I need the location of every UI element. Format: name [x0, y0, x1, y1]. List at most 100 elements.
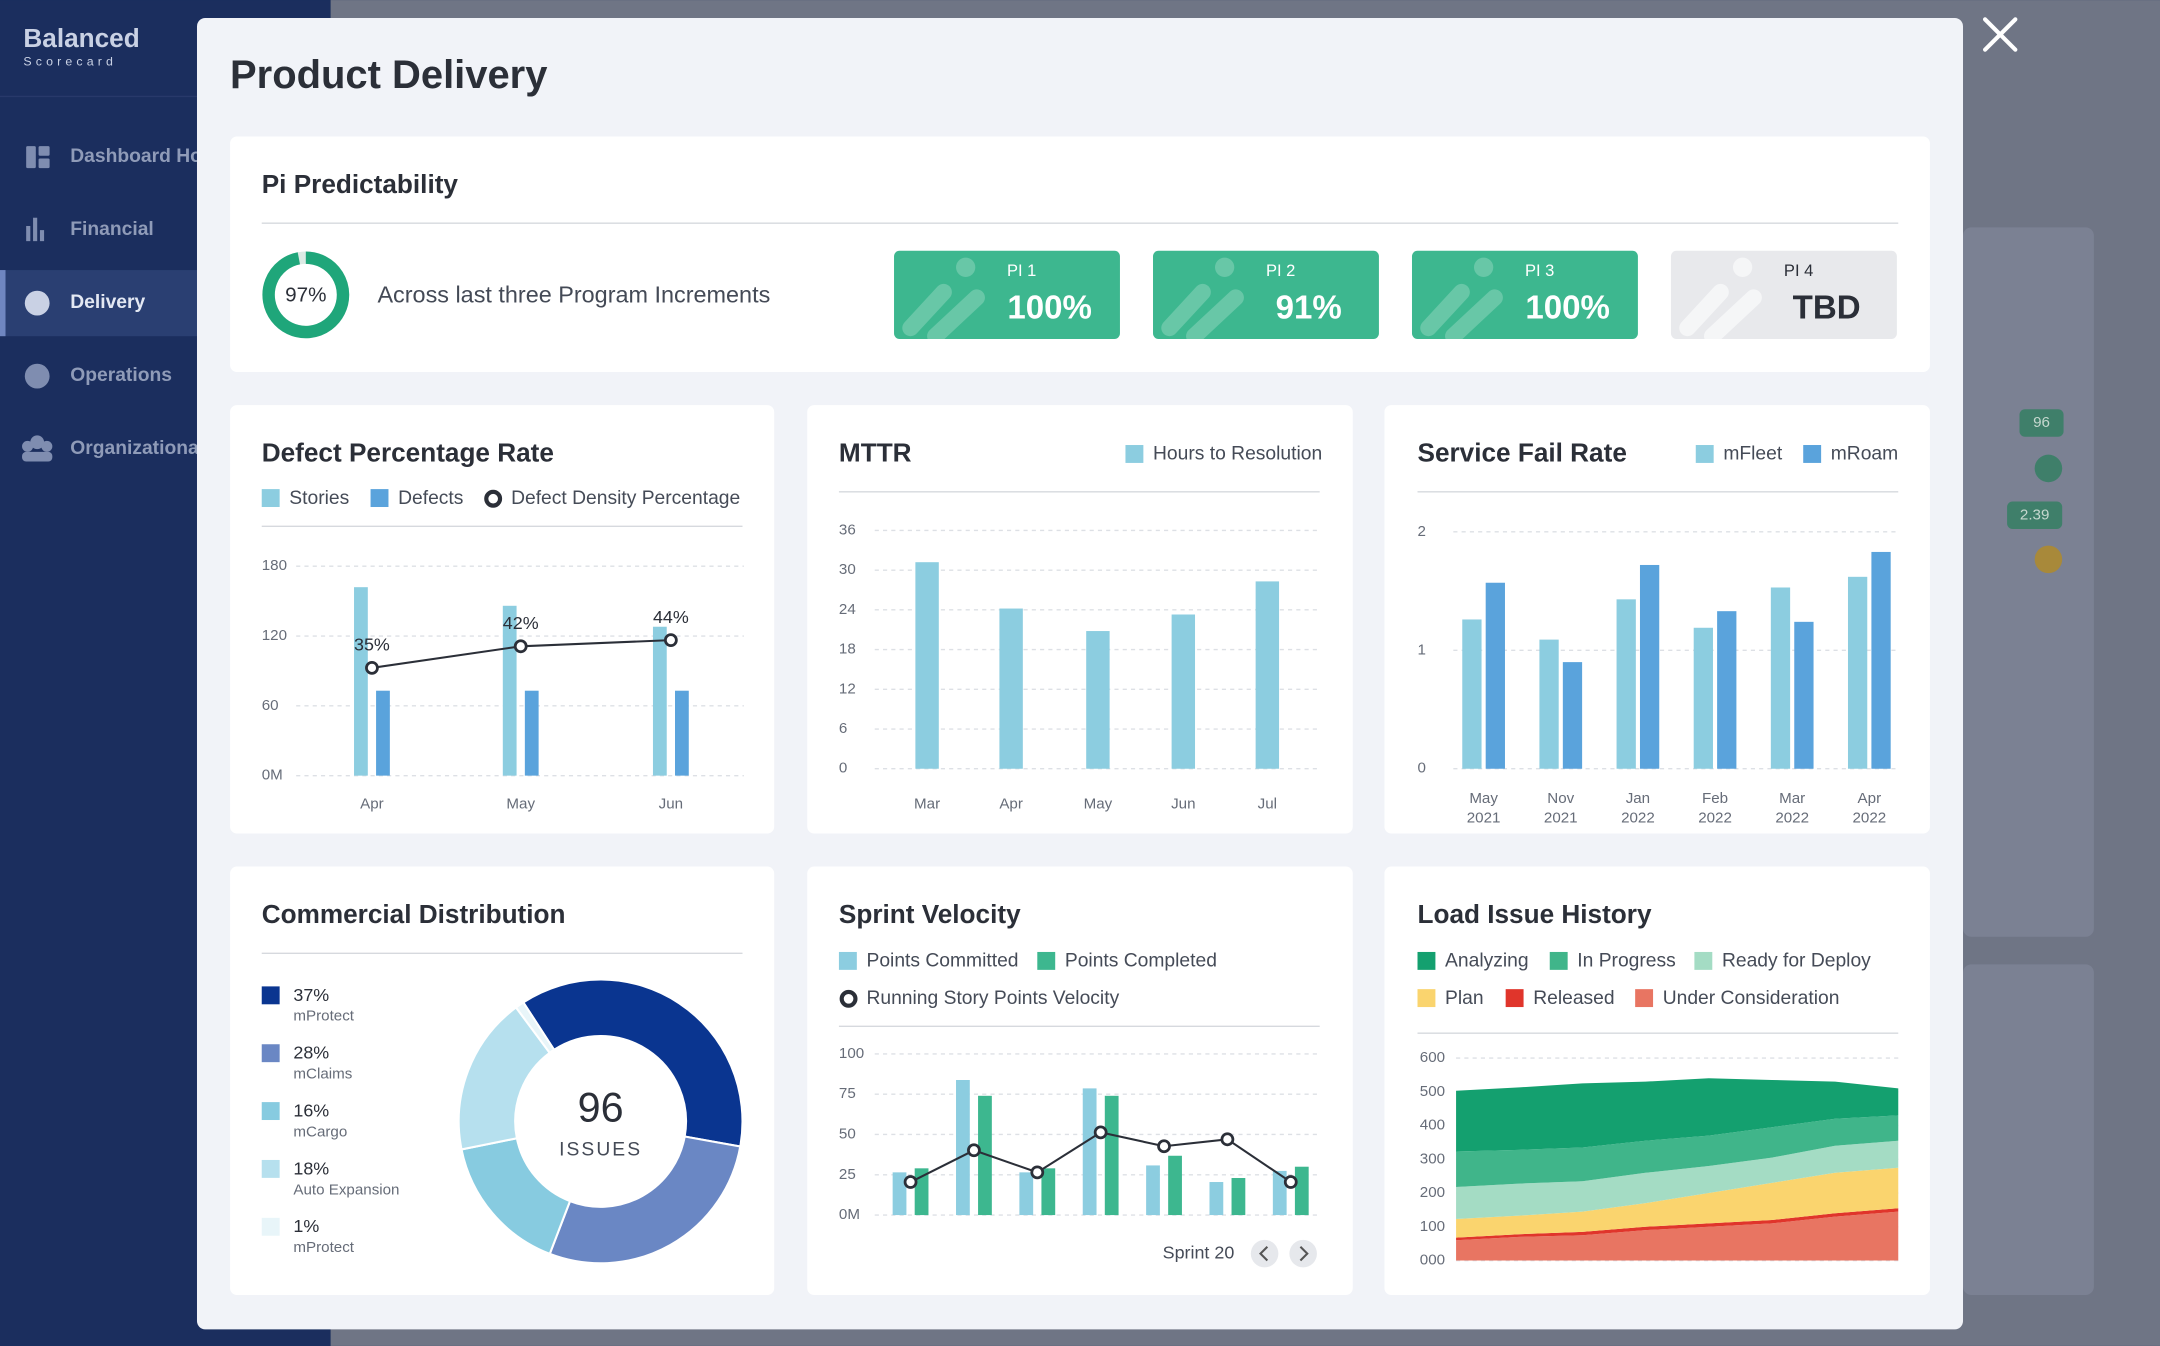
legend-swatch [838, 951, 857, 970]
pi-card-deco [1420, 257, 1503, 345]
legend-label: Auto Expansion [293, 1181, 399, 1198]
y-tick-label: 500 [1420, 1083, 1445, 1100]
legend-label: Analyzing [1445, 951, 1529, 972]
bar [915, 562, 939, 769]
line-point [513, 639, 528, 654]
line-point [1220, 1132, 1235, 1147]
next-sprint-button[interactable] [1289, 1239, 1317, 1268]
legend-label: Plan [1445, 988, 1484, 1009]
x-tick-label: Jun [1171, 796, 1195, 813]
bar [1082, 1088, 1097, 1216]
legend-label: mRoam [1831, 444, 1898, 465]
y-tick-label: 18 [839, 641, 856, 658]
legend-swatch [1694, 951, 1713, 970]
bar [1294, 1166, 1309, 1216]
bar [978, 1095, 992, 1216]
prev-sprint-button[interactable] [1250, 1239, 1279, 1268]
deco [956, 257, 976, 277]
bar [524, 690, 539, 776]
y-tick-label: 30 [839, 561, 856, 578]
bar [1462, 619, 1482, 769]
pi-card-deco [902, 257, 985, 345]
bar [1639, 564, 1660, 769]
card [807, 405, 1353, 834]
legend-swatch [1505, 989, 1524, 1008]
pi-card-value: 91% [1276, 290, 1342, 327]
bar [1485, 582, 1505, 769]
legend-swatch [261, 1044, 280, 1063]
legend-swatch [1417, 989, 1436, 1008]
legend-label: Points Committed [866, 951, 1018, 972]
ring-arc [262, 251, 350, 339]
y-tick-label: 0M [839, 1206, 860, 1223]
chart-title: Load Issue History [1418, 899, 1652, 929]
pi-card-deco [1679, 257, 1762, 345]
x-tick-label: Apr [999, 796, 1023, 813]
bar [1209, 1182, 1224, 1216]
y-tick-label: 0M [262, 767, 283, 784]
nav-item: Financial [70, 219, 154, 240]
bar [1168, 1155, 1182, 1216]
pi-card-value: TBD [1793, 290, 1861, 327]
legend-swatch [1695, 445, 1714, 463]
x-tick-label: May [1084, 796, 1113, 813]
x-tick-label: Feb 2022 [1698, 790, 1732, 826]
x-tick-label: May [506, 796, 535, 813]
y-tick-label: 0 [839, 760, 847, 777]
nav: Dashboard Ho Financial Delivery Operations O… [70, 146, 202, 459]
y-tick-label: 200 [1420, 1184, 1445, 1201]
bg-down-icon [2034, 545, 2063, 574]
area [1456, 1211, 1899, 1261]
legend-label: mProtect [293, 1008, 354, 1025]
bar [1562, 662, 1583, 769]
bg-badge [2019, 409, 2064, 437]
pi-card [894, 250, 1120, 339]
deco [1445, 289, 1503, 345]
legend-label: Released [1533, 988, 1614, 1009]
donut-center-value: 96 [578, 1084, 624, 1130]
legend-swatch [261, 489, 280, 508]
bar [1539, 639, 1559, 769]
bar [1717, 611, 1737, 769]
x-tick-label: Apr [360, 796, 384, 813]
nav-item: Dashboard Ho [70, 146, 202, 167]
legend-label: Defects [398, 488, 463, 509]
deco [1732, 257, 1753, 277]
nav-item: Organizationa [70, 438, 199, 459]
donut-center-label: ISSUES [559, 1139, 642, 1160]
legend-swatch [261, 986, 280, 1005]
line-point [365, 660, 379, 675]
deco [1420, 283, 1470, 337]
pi-card-label: PI 1 [1007, 261, 1036, 280]
area [1456, 1167, 1899, 1238]
x-tick-label: Jan 2022 [1621, 790, 1655, 826]
y-tick-label: 12 [839, 680, 856, 697]
y-tick-label: 600 [1420, 1049, 1445, 1066]
y-tick-label: 6 [839, 720, 847, 737]
area [1456, 1208, 1899, 1241]
bar [1693, 627, 1713, 769]
legend-label: mCargo [293, 1123, 347, 1140]
bar [1847, 576, 1868, 769]
ring-label: 97% [285, 284, 326, 307]
sprint-label: Sprint 20 [1163, 1242, 1235, 1262]
bg-badge [2007, 501, 2063, 530]
legend-label: Under Consideration [1663, 988, 1840, 1009]
legend-value: 1% [293, 1216, 319, 1236]
chart-title: Commercial Distribution [262, 899, 566, 929]
pi-card [1411, 250, 1638, 339]
y-tick-label: 0 [1418, 760, 1426, 777]
area [1456, 1078, 1899, 1152]
legend-value: 37% [293, 985, 329, 1005]
bg-panel [1963, 227, 2094, 937]
legend-swatch [261, 1217, 280, 1236]
chart-title: MTTR [839, 438, 912, 468]
legend-label: mClaims [293, 1066, 352, 1083]
bar [1770, 587, 1791, 769]
deco [927, 289, 985, 345]
x-tick-label: May 2021 [1467, 790, 1501, 826]
x-tick-label: Jun [659, 796, 683, 813]
line-point [663, 633, 678, 648]
close-button[interactable] [1978, 14, 2022, 58]
logo: Balanced [23, 23, 139, 53]
